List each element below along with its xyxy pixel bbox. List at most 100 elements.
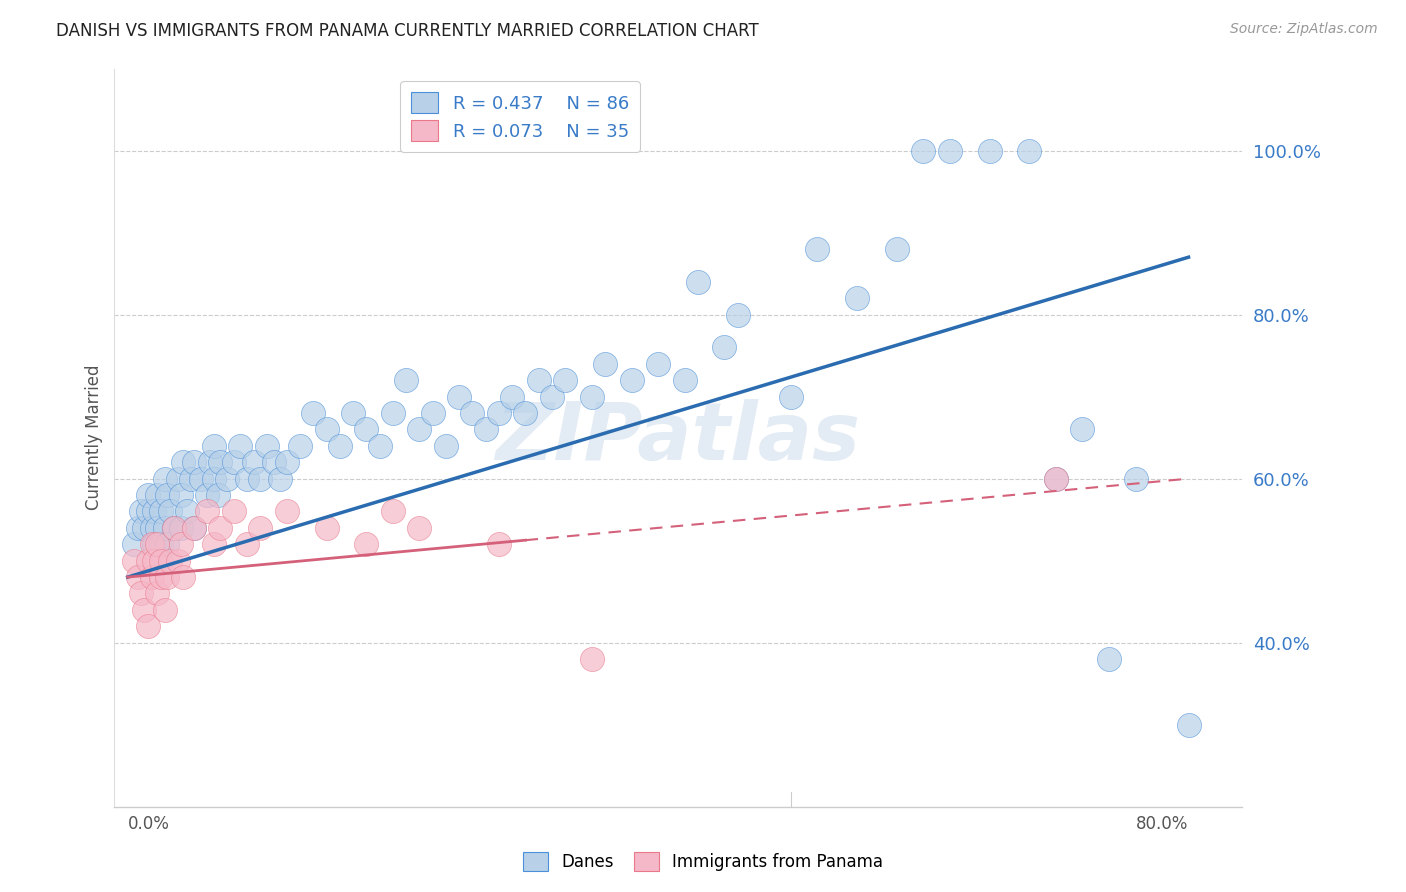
Point [269, 472, 291, 486]
Point [846, 291, 869, 305]
Point [153, 521, 176, 535]
Text: 0.0%: 0.0% [128, 815, 170, 833]
Point [149, 570, 172, 584]
Point [146, 537, 169, 551]
Point [256, 439, 278, 453]
Point [143, 504, 166, 518]
Point [515, 406, 537, 420]
Point [141, 570, 163, 584]
Point [1045, 472, 1067, 486]
Point [198, 455, 221, 469]
Point [222, 504, 245, 518]
Point [141, 521, 163, 535]
Point [195, 504, 218, 518]
Point [146, 586, 169, 600]
Point [163, 521, 186, 535]
Point [156, 537, 179, 551]
Text: 80.0%: 80.0% [1136, 815, 1188, 833]
Point [172, 455, 194, 469]
Point [541, 390, 564, 404]
Point [163, 521, 186, 535]
Point [779, 390, 801, 404]
Point [1125, 472, 1147, 486]
Point [170, 488, 193, 502]
Point [368, 439, 391, 453]
Legend: R = 0.437    N = 86, R = 0.073    N = 35: R = 0.437 N = 86, R = 0.073 N = 35 [401, 81, 640, 152]
Point [124, 537, 146, 551]
Point [1098, 652, 1121, 666]
Point [581, 390, 603, 404]
Point [127, 570, 149, 584]
Point [395, 373, 418, 387]
Text: ZIPatlas: ZIPatlas [495, 399, 860, 476]
Point [727, 308, 749, 322]
Point [127, 521, 149, 535]
Point [276, 455, 298, 469]
Point [236, 537, 259, 551]
Point [143, 537, 166, 551]
Point [408, 521, 430, 535]
Point [501, 390, 523, 404]
Point [886, 242, 908, 256]
Y-axis label: Currently Married: Currently Married [86, 365, 103, 510]
Point [141, 537, 163, 551]
Point [581, 652, 603, 666]
Point [146, 488, 169, 502]
Point [434, 439, 457, 453]
Point [149, 537, 172, 551]
Text: Source: ZipAtlas.com: Source: ZipAtlas.com [1230, 22, 1378, 37]
Point [222, 455, 245, 469]
Point [217, 472, 239, 486]
Point [302, 406, 325, 420]
Point [229, 439, 252, 453]
Point [195, 488, 218, 502]
Point [249, 472, 271, 486]
Point [136, 554, 159, 568]
Point [167, 472, 190, 486]
Point [288, 439, 311, 453]
Legend: Danes, Immigrants from Panama: Danes, Immigrants from Panama [515, 843, 891, 880]
Point [129, 504, 152, 518]
Point [1177, 717, 1199, 731]
Point [329, 439, 352, 453]
Point [209, 521, 232, 535]
Text: DANISH VS IMMIGRANTS FROM PANAMA CURRENTLY MARRIED CORRELATION CHART: DANISH VS IMMIGRANTS FROM PANAMA CURRENT… [56, 22, 759, 40]
Point [527, 373, 550, 387]
Point [153, 472, 176, 486]
Point [422, 406, 444, 420]
Point [167, 554, 190, 568]
Point [132, 521, 155, 535]
Point [620, 373, 643, 387]
Point [461, 406, 484, 420]
Point [474, 422, 496, 436]
Point [488, 406, 510, 420]
Point [381, 504, 404, 518]
Point [554, 373, 576, 387]
Point [242, 455, 264, 469]
Point [136, 488, 159, 502]
Point [129, 586, 152, 600]
Point [1018, 144, 1040, 158]
Point [249, 521, 271, 535]
Point [159, 554, 181, 568]
Point [449, 390, 471, 404]
Point [647, 357, 669, 371]
Point [183, 521, 205, 535]
Point [806, 242, 828, 256]
Point [209, 455, 232, 469]
Point [202, 537, 225, 551]
Point [149, 504, 172, 518]
Point [276, 504, 298, 518]
Point [207, 488, 229, 502]
Point [124, 554, 146, 568]
Point [713, 340, 735, 354]
Point [236, 472, 259, 486]
Point [356, 422, 378, 436]
Point [143, 554, 166, 568]
Point [979, 144, 1001, 158]
Point [1045, 472, 1067, 486]
Point [156, 488, 179, 502]
Point [183, 521, 205, 535]
Point [488, 537, 510, 551]
Point [159, 504, 181, 518]
